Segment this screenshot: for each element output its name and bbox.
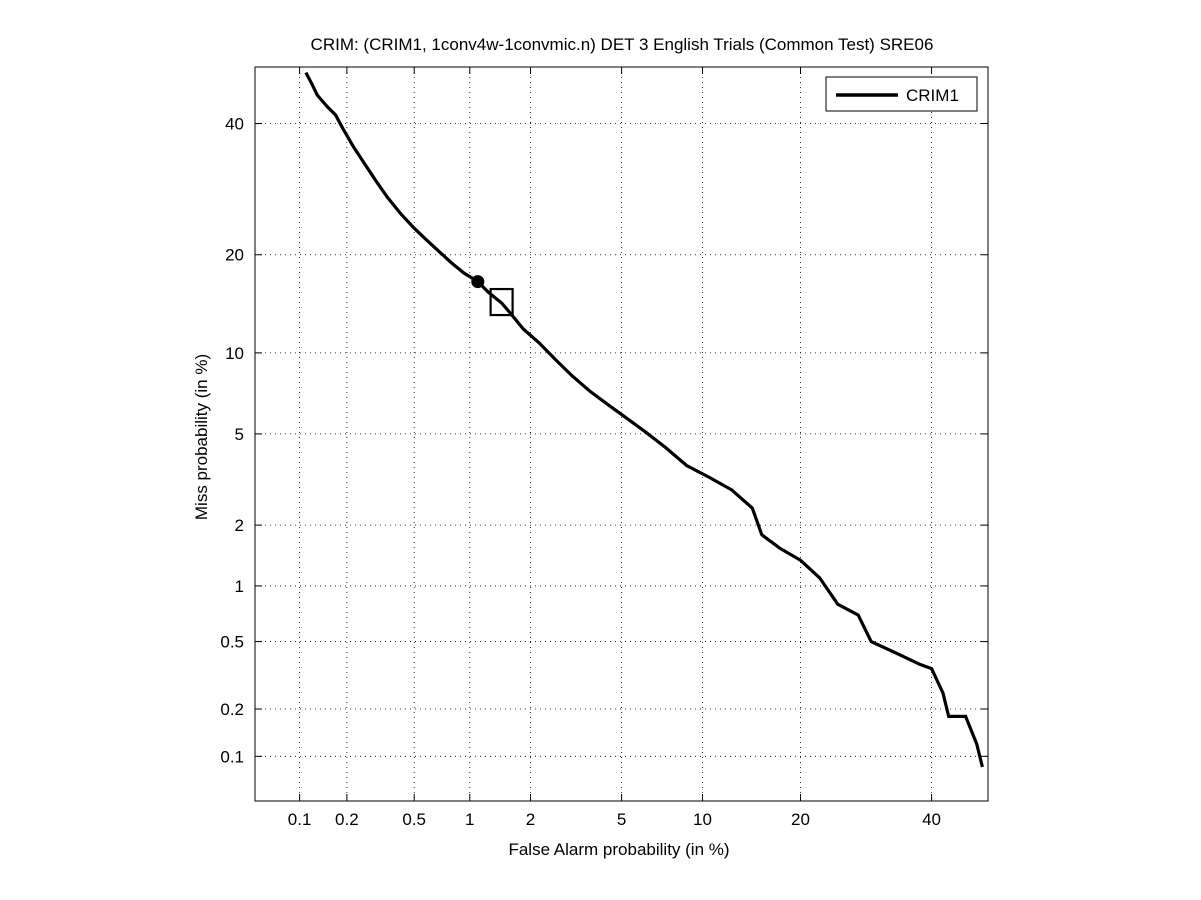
y-tick-label: 40 xyxy=(225,115,244,134)
legend-label-crim1: CRIM1 xyxy=(906,86,959,105)
y-tick-label: 20 xyxy=(225,246,244,265)
y-tick-label: 5 xyxy=(235,425,244,444)
chart-title: CRIM: (CRIM1, 1conv4w-1convmic.n) DET 3 … xyxy=(311,35,934,54)
y-tick-label: 1 xyxy=(235,577,244,596)
x-tick-label: 10 xyxy=(693,810,712,829)
tick-labels: 0.1 0.2 0.5 1 2 5 10 20 40 0.1 0.2 0.5 1 2 5 10 20 40 xyxy=(220,115,941,829)
legend: CRIM1 xyxy=(825,76,978,112)
x-tick-label: 2 xyxy=(526,810,535,829)
series-line-crim1 xyxy=(304,71,984,768)
markers-layer xyxy=(471,275,514,317)
y-tick-label: 0.2 xyxy=(220,700,244,719)
min-dcf-point-marker xyxy=(489,287,514,317)
x-tick-label: 1 xyxy=(465,810,474,829)
x-tick-label: 0.1 xyxy=(288,810,312,829)
y-tick-label: 10 xyxy=(225,344,244,363)
series-layer xyxy=(304,71,984,768)
grid-lines xyxy=(255,67,988,801)
y-tick-label: 0.5 xyxy=(220,633,244,652)
x-tick-label: 20 xyxy=(791,810,810,829)
x-tick-label: 0.5 xyxy=(402,810,426,829)
y-tick-label: 0.1 xyxy=(220,747,244,766)
x-tick-label: 0.2 xyxy=(335,810,359,829)
actual-decision-point-marker xyxy=(471,275,485,289)
x-tick-label: 40 xyxy=(922,810,941,829)
x-tick-label: 5 xyxy=(617,810,626,829)
y-tick-label: 2 xyxy=(235,516,244,535)
axis-ticks xyxy=(255,67,988,801)
y-axis-label: Miss probability (in %) xyxy=(192,354,211,520)
x-axis-label: False Alarm probability (in %) xyxy=(508,840,729,859)
